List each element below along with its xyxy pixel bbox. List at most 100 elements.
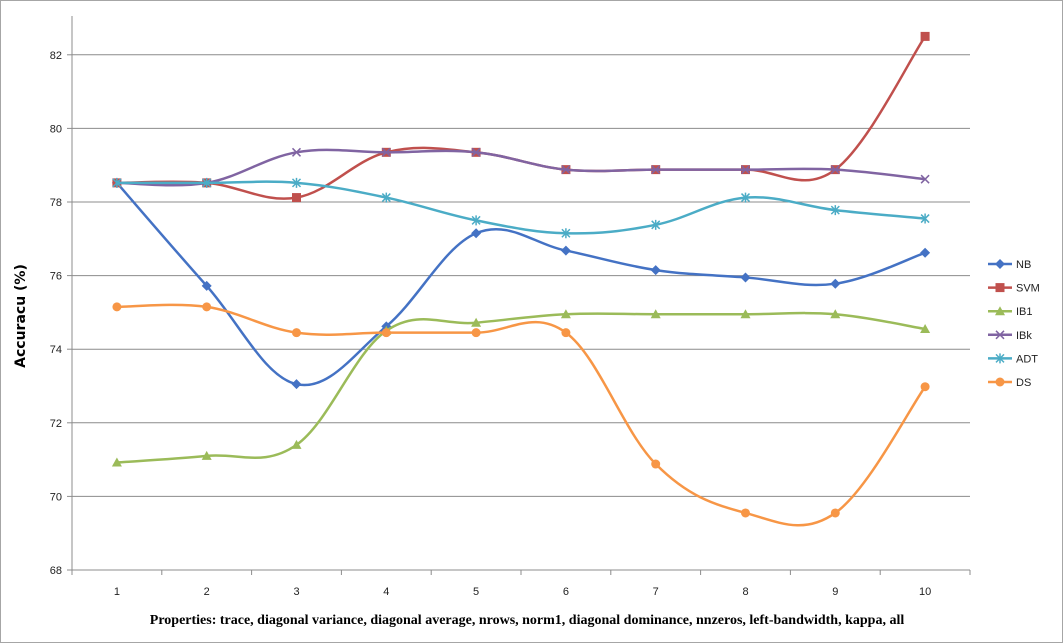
data-point-adt	[830, 205, 840, 216]
legend-label-ibk: IBk	[1016, 330, 1032, 342]
x-tick-label: 1	[114, 586, 120, 598]
legend-label-svm: SVM	[1016, 283, 1040, 295]
y-tick-label: 76	[50, 271, 62, 283]
data-point-adt	[112, 177, 122, 188]
data-point-ds	[202, 302, 212, 312]
data-point-ibk	[740, 165, 751, 175]
data-point-ds	[292, 328, 301, 338]
y-tick-label: 72	[50, 418, 62, 430]
data-point-nb	[920, 247, 931, 258]
legend-marker-ds	[995, 377, 1005, 387]
x-tick-label: 8	[742, 586, 748, 598]
data-point-nb	[830, 278, 841, 289]
legend-marker-adt	[995, 353, 1005, 364]
data-point-ds	[112, 302, 122, 312]
data-point-adt	[202, 177, 212, 188]
legend-label-adt: ADT	[1016, 353, 1038, 365]
legend-entry-ibk: IBk	[988, 330, 1032, 342]
series-svm	[112, 31, 930, 203]
gridlines	[72, 54, 970, 497]
data-point-ds	[830, 508, 840, 518]
data-point-adt	[561, 228, 571, 239]
data-point-ds	[381, 328, 391, 338]
legend-marker-ibk	[995, 330, 1005, 340]
data-point-ibk	[920, 174, 930, 184]
data-point-ib1	[111, 457, 122, 467]
series-ds	[112, 302, 930, 527]
data-point-nb	[201, 280, 212, 291]
data-point-ibk	[291, 147, 302, 157]
legend-label-ds: DS	[1016, 377, 1031, 389]
y-tick-label: 82	[50, 50, 62, 62]
data-point-svm	[920, 31, 930, 41]
y-tick-label: 80	[50, 123, 62, 135]
series-nb	[111, 177, 931, 390]
y-tick-label: 68	[50, 565, 62, 577]
y-tick-label: 70	[50, 491, 62, 503]
legend-label-nb: NB	[1016, 259, 1031, 271]
legend-entry-svm: SVM	[988, 283, 1040, 295]
data-point-nb	[740, 272, 751, 283]
series-line-adt	[116, 180, 926, 235]
x-tick-label: 6	[563, 586, 569, 598]
data-point-ib1	[291, 439, 302, 449]
y-axis-label: Accuracu (%)	[13, 264, 29, 368]
data-point-adt	[291, 177, 302, 188]
legend-entry-ib1: IB1	[988, 306, 1033, 318]
data-point-ib1	[201, 450, 212, 460]
series-ib1	[111, 309, 931, 467]
series-line-nb	[115, 182, 926, 387]
data-point-adt	[651, 219, 661, 230]
x-tick-label: 9	[832, 586, 838, 598]
x-tick-label: 2	[204, 586, 210, 598]
data-point-ds	[920, 382, 930, 392]
series-line-ds	[116, 303, 927, 527]
legend-marker-ib1	[995, 306, 1005, 316]
data-point-ds	[741, 508, 750, 518]
data-point-nb	[291, 379, 302, 390]
data-point-adt	[471, 215, 481, 226]
data-point-ib1	[560, 309, 571, 319]
data-point-adt	[381, 192, 391, 203]
data-point-nb	[471, 228, 482, 239]
y-tick-label: 78	[50, 197, 62, 209]
series-group	[111, 31, 931, 527]
data-point-ds	[651, 459, 661, 469]
x-tick-label: 5	[473, 586, 479, 598]
data-point-adt	[920, 213, 930, 224]
data-point-svm	[292, 193, 301, 203]
legend-marker-nb	[995, 259, 1005, 269]
x-tick-label: 10	[919, 586, 931, 598]
legend-entry-adt: ADT	[988, 353, 1038, 365]
data-point-ds	[561, 328, 571, 338]
data-point-ib1	[650, 309, 661, 319]
data-point-ibk	[651, 165, 661, 175]
x-tick-label: 3	[293, 586, 299, 598]
data-point-ib1	[920, 323, 931, 333]
data-point-ds	[471, 328, 481, 338]
x-tick-label: 4	[383, 586, 389, 598]
legend-label-ib1: IB1	[1016, 306, 1033, 318]
data-point-nb	[560, 245, 571, 256]
data-point-adt	[740, 192, 751, 203]
data-point-ibk	[830, 165, 840, 175]
data-point-ibk	[381, 147, 391, 157]
data-point-ib1	[830, 309, 841, 319]
data-point-ibk	[471, 147, 481, 157]
legend-entry-ds: DS	[988, 377, 1031, 389]
series-line-ibk	[116, 148, 926, 187]
data-point-nb	[650, 265, 661, 276]
series-adt	[112, 177, 930, 239]
data-point-ib1	[471, 317, 482, 327]
series-line-ib1	[116, 311, 926, 464]
x-tick-label: 7	[653, 586, 659, 598]
data-point-ib1	[740, 309, 751, 319]
x-axis-label: Properties: trace, diagonal variance, di…	[150, 613, 905, 628]
legend: NB SVM IB1 IBk ADT DS	[988, 259, 1040, 389]
y-tick-label: 74	[50, 344, 62, 356]
data-point-ibk	[561, 165, 571, 175]
legend-marker-svm	[995, 283, 1005, 293]
legend-entry-nb: NB	[988, 259, 1031, 271]
